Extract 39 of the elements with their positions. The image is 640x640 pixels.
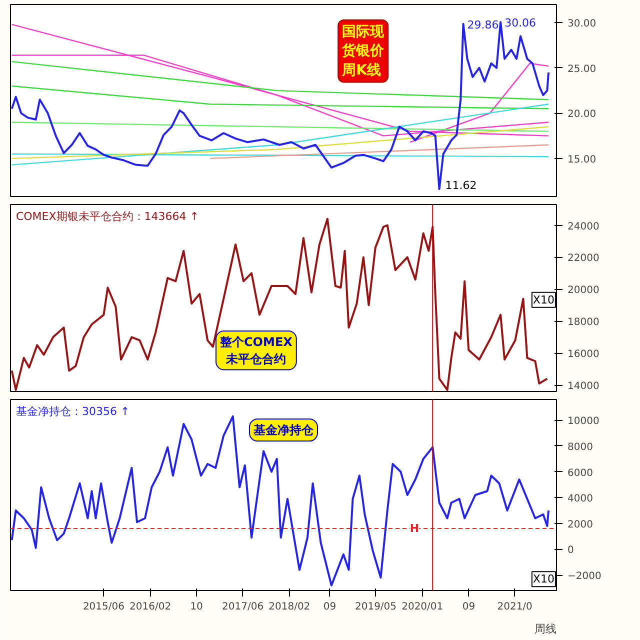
x-tick-label: 2018/02 (268, 602, 310, 612)
x-tick-label: 10 (190, 602, 203, 612)
ref-line-label: H (410, 522, 420, 536)
annotation: 基金净持仓 (252, 423, 314, 438)
y-tick-label: 15.00 (568, 154, 596, 166)
y-tick-label: 10000 (568, 416, 600, 428)
y-tick-label: 22000 (568, 253, 600, 264)
y-tick-label: 6000 (568, 468, 593, 479)
y-tick-label: 2000 (568, 519, 593, 530)
y-tick-label: 0 (568, 545, 574, 556)
y-tick-label: 24000 (568, 221, 600, 232)
text: 周线 (534, 622, 556, 636)
x-tick-label: 2021/0 (497, 602, 532, 612)
y-tick-label: 14000 (568, 381, 600, 392)
y-tick-label: 18000 (568, 317, 600, 328)
x-tick-label: 2019/05 (354, 602, 397, 612)
x-tick-label: 09 (323, 602, 336, 612)
annotation: 29.86 (467, 18, 499, 32)
y-tick-label: 25.00 (568, 64, 596, 75)
y-tick-label: 20000 (568, 285, 600, 296)
annotation: 基金净持仓：30356 ↑ (16, 405, 130, 418)
x-tick-label: 2016/02 (130, 602, 172, 612)
annotation: 整个COMEX 未平仓合约 (219, 334, 294, 366)
y-tick-label: 16000 (568, 349, 600, 360)
annotation: X10 (532, 572, 554, 586)
x-tick-label: 09 (462, 602, 476, 612)
y-tick-label: 4000 (568, 494, 593, 505)
annotation: 国际现货银价周K线 (341, 24, 386, 78)
y-tick-label: 8000 (568, 442, 593, 453)
y-tick-label: −2000 (568, 571, 602, 582)
x-tick-label: 2017/06 (222, 602, 264, 612)
annotation: 30.06 (504, 16, 536, 30)
x-tick-label: 2015/06 (82, 602, 124, 612)
y-tick-label: 20.00 (568, 109, 596, 120)
annotation: X10 (532, 293, 554, 306)
y-tick-label: 30.00 (568, 18, 596, 30)
annotation: 11.62 (445, 179, 477, 192)
annotation: COMEX期银未平仓合约：143664 ↑ (16, 210, 199, 224)
x-tick-label: 2020/01 (402, 602, 444, 612)
